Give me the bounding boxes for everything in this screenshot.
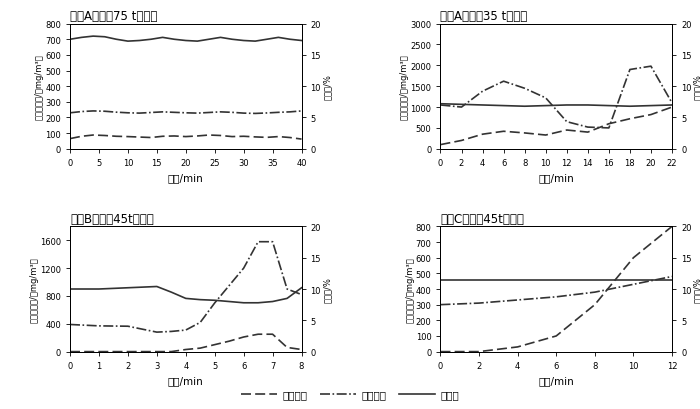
Y-axis label: 含氧量/%: 含氧量/% — [693, 74, 700, 100]
X-axis label: 时间/min: 时间/min — [168, 375, 204, 385]
Text: 糖厂A数据（35 t锅炉）: 糖厂A数据（35 t锅炉） — [440, 10, 528, 23]
Y-axis label: 污染物浓度/（mg/m³）: 污染物浓度/（mg/m³） — [35, 54, 43, 120]
X-axis label: 时间/min: 时间/min — [538, 173, 574, 183]
X-axis label: 时间/min: 时间/min — [538, 375, 574, 385]
Y-axis label: 含氧量/%: 含氧量/% — [693, 276, 700, 302]
Y-axis label: 污染物浓度/（mg/m³）: 污染物浓度/（mg/m³） — [405, 256, 414, 322]
X-axis label: 时间/min: 时间/min — [168, 173, 204, 183]
Y-axis label: 污染物浓度/（mg/m³）: 污染物浓度/（mg/m³） — [400, 54, 409, 120]
Text: 糖厂C数据（45t锅炉）: 糖厂C数据（45t锅炉） — [440, 213, 524, 226]
Legend: 二氧化硫, 一氧化碳, 含氧量: 二氧化硫, 一氧化碳, 含氧量 — [237, 386, 463, 404]
Text: 糖厂A数据（75 t锅炉）: 糖厂A数据（75 t锅炉） — [70, 10, 158, 23]
Text: 糖厂B数据（45t锅炉）: 糖厂B数据（45t锅炉） — [70, 213, 154, 226]
Y-axis label: 含氧量/%: 含氧量/% — [323, 74, 332, 100]
Y-axis label: 污染物浓度/（mg/m³）: 污染物浓度/（mg/m³） — [29, 256, 38, 322]
Y-axis label: 含氧量/%: 含氧量/% — [323, 276, 332, 302]
